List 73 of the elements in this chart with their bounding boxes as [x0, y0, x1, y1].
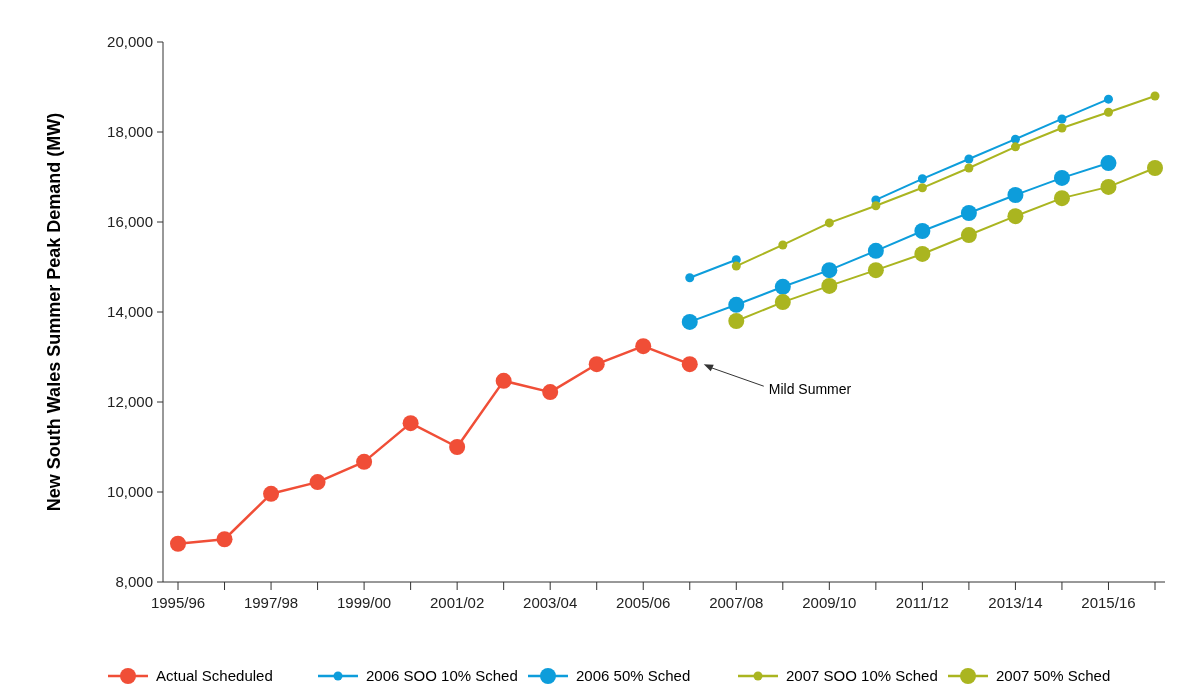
point [964, 163, 974, 173]
point [588, 356, 605, 373]
point [1150, 91, 1160, 101]
legend-label: 2006 SOO 10% Sched [366, 667, 518, 685]
point [1100, 178, 1117, 195]
y-tick-label: 14,000 [107, 303, 153, 321]
y-tick-label: 18,000 [107, 123, 153, 141]
legend-label: 2006 50% Sched [576, 667, 691, 685]
point [685, 273, 695, 283]
x-tick-label: 1995/96 [150, 594, 206, 611]
x-tick-label: 1999/00 [336, 594, 392, 611]
point [309, 474, 326, 491]
annotation: Mild Summer [768, 381, 852, 398]
point [402, 415, 419, 432]
x-tick-label: 2007/08 [709, 594, 764, 611]
x-tick-label: 2005/06 [616, 594, 671, 611]
point [960, 227, 977, 244]
y-tick-label: 16,000 [107, 213, 153, 231]
x-tick-label: 2015/16 [1081, 594, 1136, 611]
point [914, 245, 931, 262]
point [778, 240, 788, 250]
y-tick-label: 10,000 [107, 483, 153, 501]
y-tick-label: 8,000 [115, 573, 153, 591]
point [681, 356, 698, 373]
point [774, 294, 791, 311]
point [728, 313, 745, 329]
legend-label: 2007 50% Sched [996, 667, 1111, 685]
point [635, 338, 652, 355]
point [917, 183, 927, 193]
point [1010, 142, 1020, 152]
x-tick-label: 2003/04 [523, 594, 578, 611]
y-tick-label: 20,000 [107, 33, 153, 51]
point [960, 205, 977, 221]
point [1147, 160, 1163, 176]
point [1057, 123, 1067, 133]
point [914, 223, 931, 239]
point [917, 174, 927, 184]
point [964, 154, 974, 164]
point [821, 262, 838, 279]
point [821, 277, 838, 294]
point [1103, 94, 1113, 104]
point [1100, 155, 1117, 172]
point [170, 535, 186, 552]
point [1053, 169, 1070, 186]
point [356, 453, 373, 470]
x-tick-label: 2001/02 [430, 594, 485, 611]
y-axis-title: New South Wales Summer Peak Demand (MW) [44, 112, 64, 512]
point [1103, 107, 1113, 117]
point [1010, 134, 1020, 144]
point [728, 296, 745, 313]
point [867, 242, 884, 259]
x-tick-label: 2009/10 [802, 594, 857, 611]
point [1007, 187, 1024, 203]
point [216, 531, 233, 548]
legend-label: 2007 SOO 10% Sched [786, 667, 938, 685]
point [1007, 208, 1024, 225]
point [495, 372, 512, 389]
point [774, 278, 791, 295]
point [731, 261, 741, 271]
point [263, 485, 280, 502]
x-tick-label: 1997/98 [243, 594, 299, 611]
point [871, 201, 881, 211]
point [1057, 114, 1067, 124]
x-tick-label: 2011/12 [895, 594, 949, 611]
point [1053, 190, 1070, 207]
point [681, 313, 698, 330]
x-tick-label: 2013/14 [988, 594, 1043, 611]
point [824, 218, 834, 228]
point [867, 262, 884, 279]
point [449, 439, 466, 455]
legend-label: Actual Scheduled [156, 667, 273, 685]
y-tick-label: 12,000 [107, 393, 153, 411]
point [542, 384, 559, 401]
